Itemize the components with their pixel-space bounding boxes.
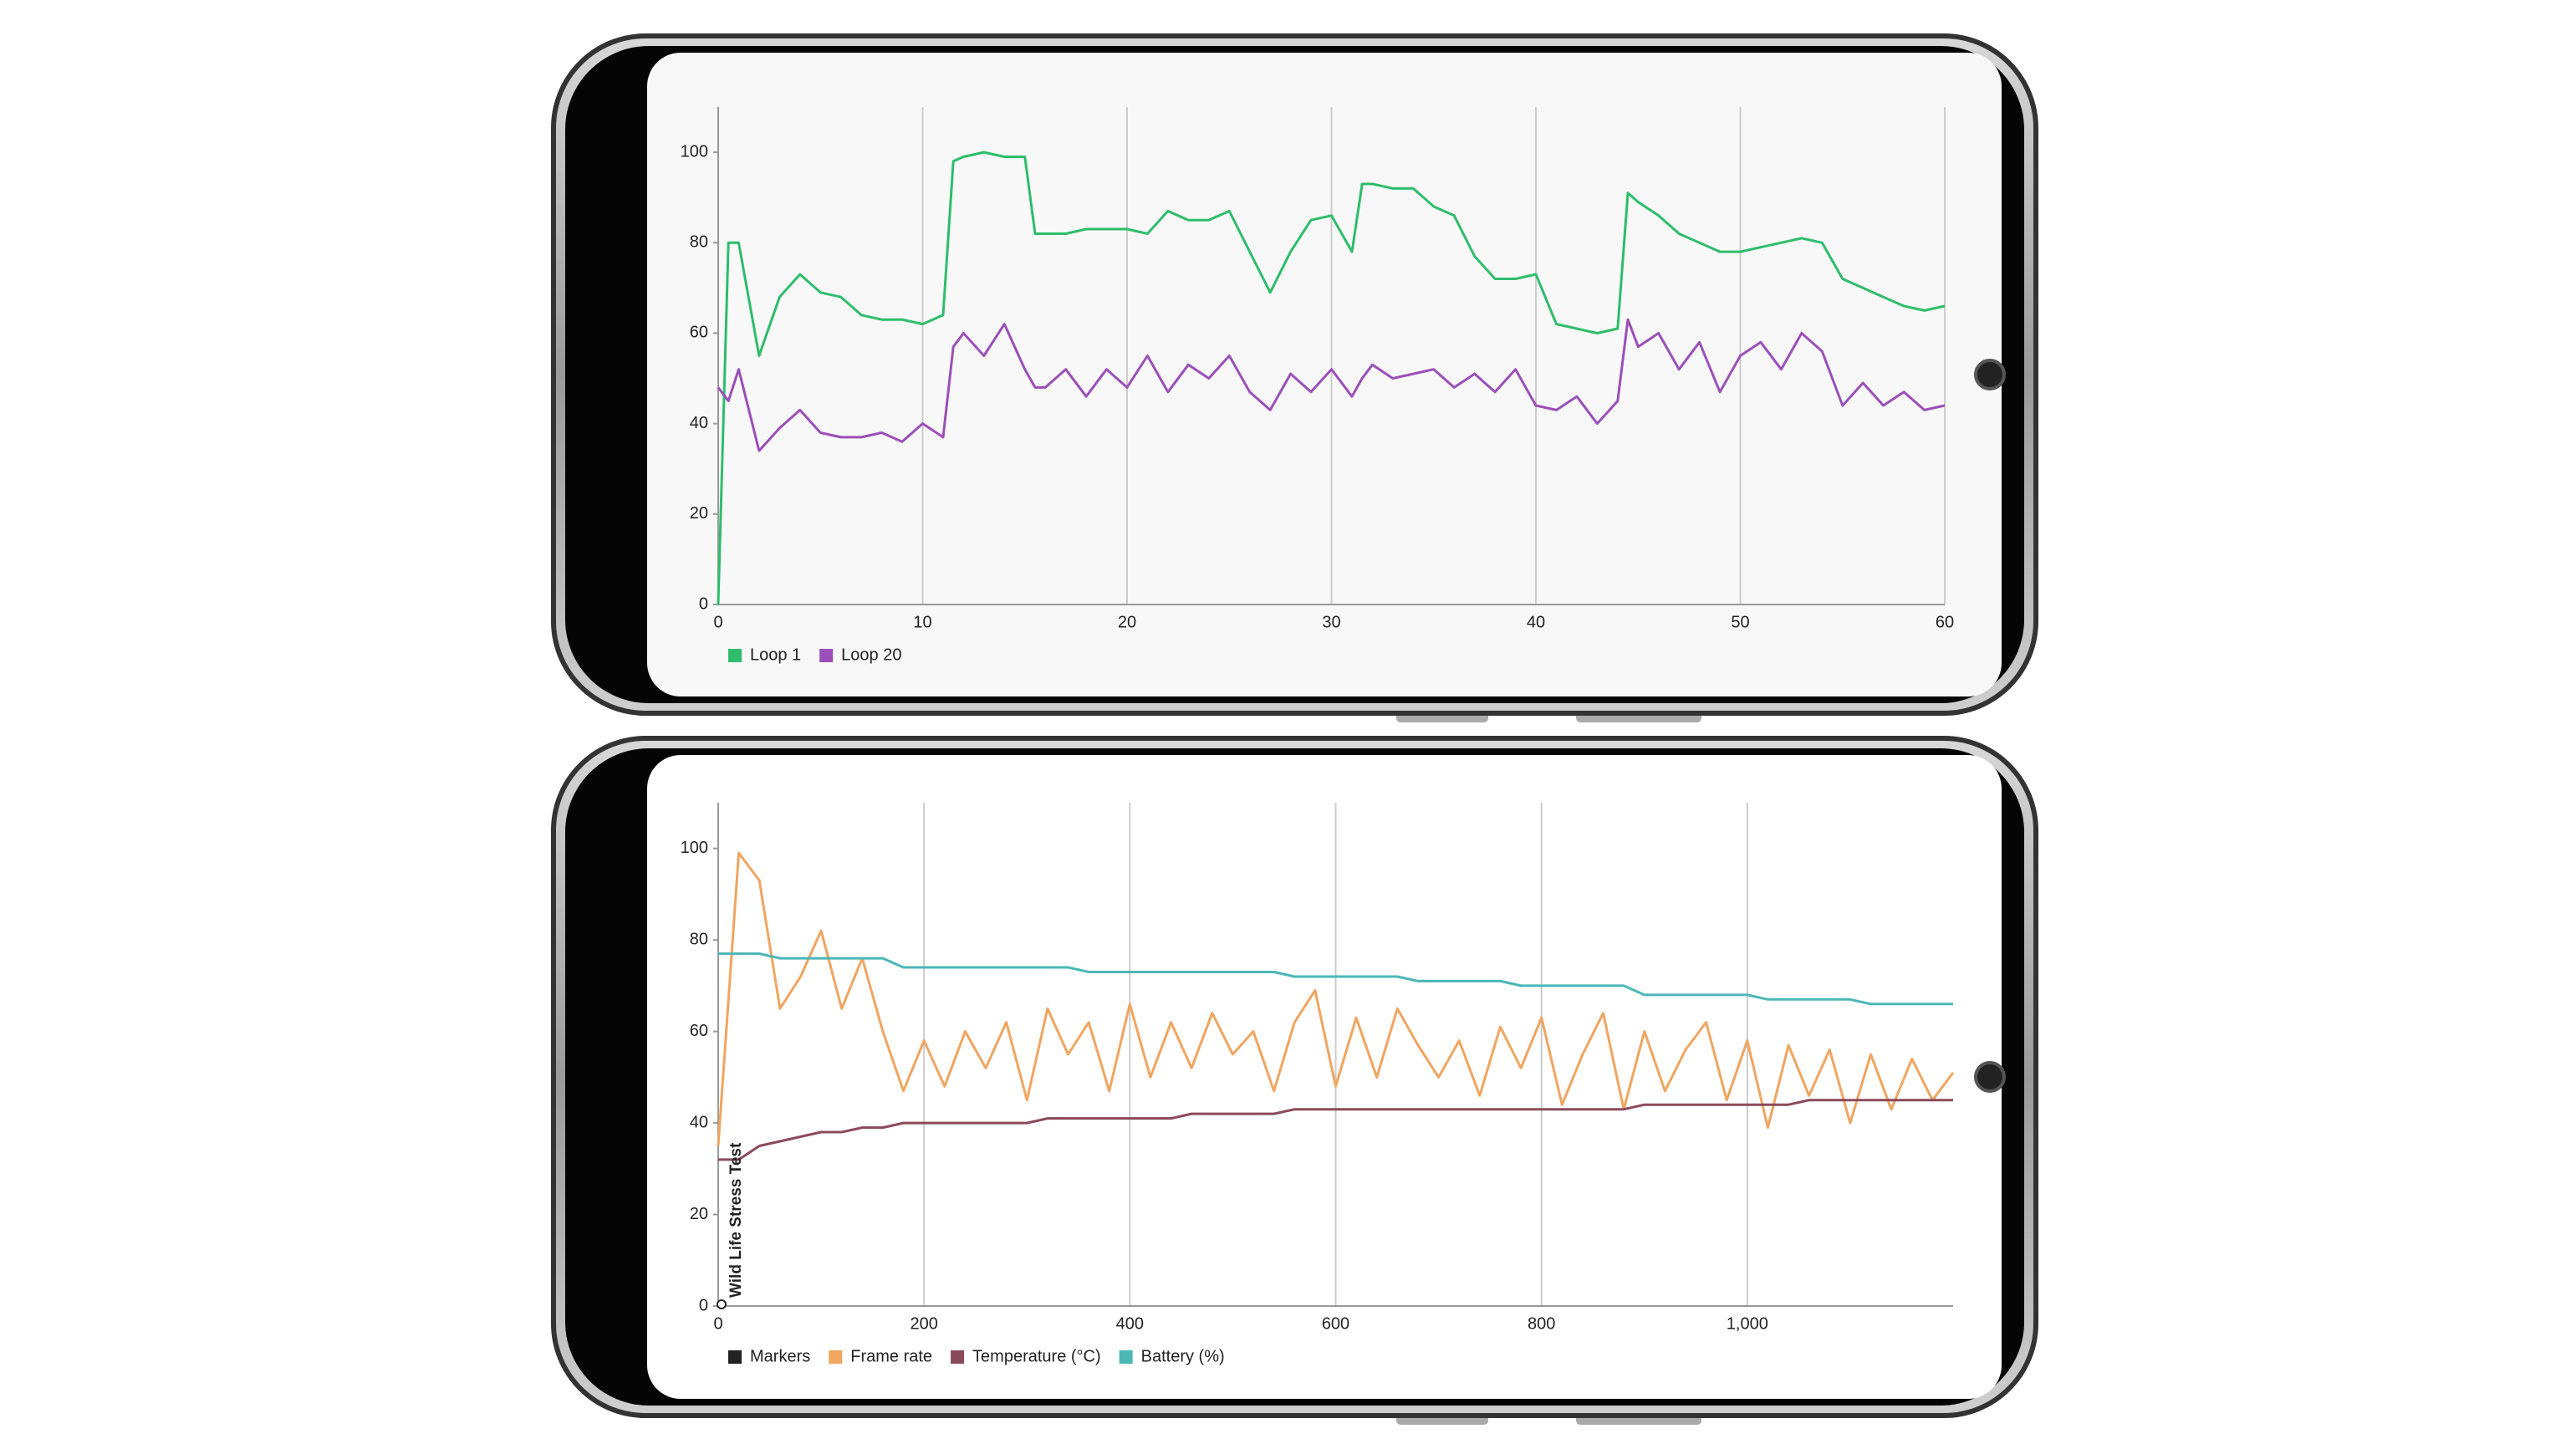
legend-label: Temperature (°C) (972, 1347, 1101, 1365)
series-line (718, 1099, 1953, 1161)
legend-swatch (728, 649, 742, 662)
x-tick-label: 800 (1528, 1314, 1555, 1333)
y-tick-label: 0 (699, 1296, 708, 1314)
y-tick-label: 60 (690, 324, 708, 342)
x-tick-label: 60 (1936, 613, 1954, 631)
phone-2 (551, 736, 2038, 1425)
legend-label: Markers (750, 1347, 810, 1365)
legend-swatch (829, 1350, 843, 1364)
legend-swatch (728, 1350, 742, 1364)
y-tick-label: 60 (690, 1022, 708, 1040)
x-tick-label: 0 (713, 1314, 722, 1333)
screen (647, 53, 2002, 696)
x-tick-label: 200 (910, 1314, 937, 1333)
x-tick-label: 20 (1118, 613, 1136, 631)
legend-swatch (819, 649, 834, 662)
x-tick-label: 0 (713, 613, 722, 631)
x-tick-label: 30 (1322, 613, 1340, 631)
x-tick-label: 40 (1527, 613, 1545, 631)
camera (1974, 1061, 2006, 1093)
legend-label: Battery (%) (1141, 1347, 1225, 1365)
y-tick-label: 20 (690, 504, 708, 523)
legend-label: Loop 1 (750, 645, 801, 664)
x-tick-label: 1,000 (1727, 1314, 1768, 1333)
chart: 0 10 20 30 40 50 60 0 20 40 60 80 100 Loop 1 Loop 20 (681, 107, 1954, 664)
y-tick-label: 0 (699, 594, 708, 613)
y-tick-label: 80 (690, 233, 708, 252)
screen (647, 755, 2002, 1399)
y-tick-label: 100 (681, 142, 708, 161)
x-tick-label: 600 (1322, 1314, 1349, 1333)
y-tick-label: 100 (681, 839, 708, 857)
legend-label: Loop 20 (841, 645, 901, 664)
legend-swatch (951, 1350, 965, 1364)
series-line (718, 952, 1953, 1006)
legend-swatch (1119, 1350, 1133, 1364)
marker-label: Wild Life Stress Test (727, 1142, 745, 1298)
series-line (717, 318, 1946, 452)
marker-point (717, 1299, 727, 1309)
legend-label: Frame rate (850, 1347, 932, 1365)
x-tick-label: 10 (913, 613, 931, 631)
camera (1974, 359, 2006, 390)
x-tick-label: 50 (1731, 613, 1749, 631)
phone-1 (551, 33, 2038, 722)
y-tick-label: 40 (690, 414, 708, 432)
series-line (717, 151, 1946, 605)
y-tick-label: 80 (690, 930, 708, 948)
chart: 0 200 400 600 800 1,000 0 20 40 60 80 100 Wild Life … (681, 803, 1955, 1365)
y-tick-label: 20 (690, 1205, 708, 1223)
series-line (717, 851, 1955, 1146)
y-tick-label: 40 (690, 1113, 708, 1131)
x-tick-label: 400 (1116, 1314, 1144, 1333)
